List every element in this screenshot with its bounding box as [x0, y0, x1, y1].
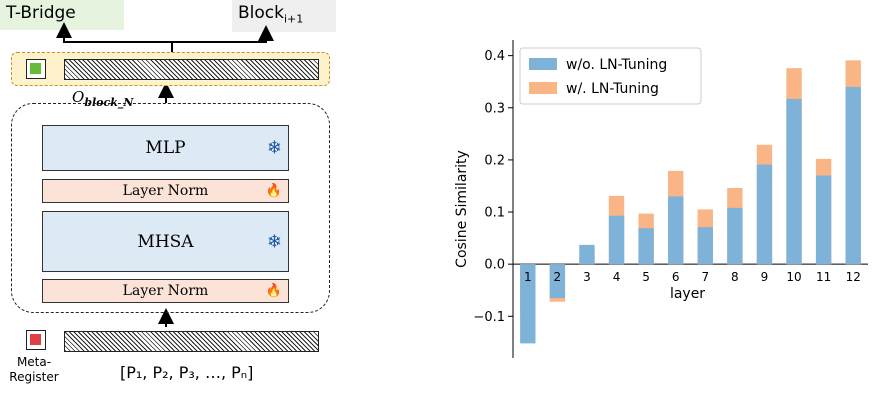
prompt-sequence-label: [P₁, P₂, P₃, …, Pₙ] — [120, 363, 253, 382]
y-tick-label: 0.1 — [484, 206, 505, 221]
fire-icon: 🔥 — [266, 184, 282, 199]
legend-swatch — [529, 82, 557, 94]
x-tick-label: 10 — [786, 270, 801, 284]
x-tick-label: 3 — [583, 270, 591, 284]
red-register-token — [26, 330, 46, 350]
fire-icon: 🔥 — [266, 284, 282, 299]
x-tick-label: 12 — [846, 270, 861, 284]
input-feature-bar — [64, 331, 319, 352]
bar-without-ln-tuning — [668, 196, 683, 264]
snowflake-icon: ❄ — [267, 138, 282, 159]
x-tick-label: 7 — [701, 270, 709, 284]
bar-without-ln-tuning — [816, 176, 831, 265]
bar-without-ln-tuning — [727, 208, 742, 264]
bar-without-ln-tuning — [609, 216, 624, 264]
y-axis-label: Cosine Similarity — [454, 150, 470, 268]
cosine-similarity-chart: −0.10.00.10.20.30.41 2 3 4 5 6 7 8 9 10 11 12layerC… — [440, 0, 876, 396]
bar-without-ln-tuning — [579, 245, 594, 264]
legend-swatch — [529, 58, 557, 70]
x-tick-label: 5 — [642, 270, 650, 284]
mhsa-text: MHSA — [137, 232, 193, 252]
legend-entry: w/. LN-Tuning — [566, 81, 659, 97]
bar-without-ln-tuning — [698, 227, 713, 264]
bar-without-ln-tuning — [846, 87, 861, 264]
bar-without-ln-tuning — [786, 99, 801, 264]
layer-norm-top: Layer Norm 🔥 — [42, 179, 289, 203]
split-arrow-connector — [64, 30, 172, 54]
mlp-text: MLP — [145, 138, 185, 158]
bar-without-ln-tuning — [757, 165, 772, 265]
legend-entry: w/o. LN-Tuning — [566, 57, 667, 73]
bar-without-ln-tuning — [638, 228, 653, 264]
snowflake-icon: ❄ — [267, 231, 282, 252]
block-arrow-connector — [172, 33, 266, 42]
y-tick-label: 0.0 — [484, 258, 505, 273]
x-tick-label: 8 — [731, 270, 739, 284]
meta-register-line1: Meta- — [4, 355, 64, 370]
meta-register-label: Meta- Register — [4, 355, 64, 385]
x-tick-label: 6 — [672, 270, 680, 284]
mlp-layer: MLP ❄ — [42, 125, 289, 171]
y-tick-label: 0.2 — [484, 153, 505, 168]
x-tick-label: 2 — [554, 270, 562, 284]
green-register-token — [26, 59, 46, 79]
x-tick-label: 11 — [816, 270, 831, 284]
x-tick-label: 9 — [761, 270, 769, 284]
layer-norm-bottom: Layer Norm 🔥 — [42, 279, 289, 303]
meta-register-line2: Register — [4, 370, 64, 385]
x-tick-label: 4 — [613, 270, 621, 284]
y-tick-label: −0.1 — [473, 310, 505, 325]
x-tick-label: 1 — [524, 270, 532, 284]
x-axis-label: layer — [670, 286, 705, 302]
layer-norm-bottom-text: Layer Norm — [123, 283, 209, 299]
mhsa-layer: MHSA ❄ — [42, 211, 289, 272]
y-tick-label: 0.4 — [484, 49, 505, 64]
output-feature-bar — [64, 59, 319, 80]
layer-norm-top-text: Layer Norm — [123, 183, 209, 199]
y-tick-label: 0.3 — [484, 101, 505, 116]
